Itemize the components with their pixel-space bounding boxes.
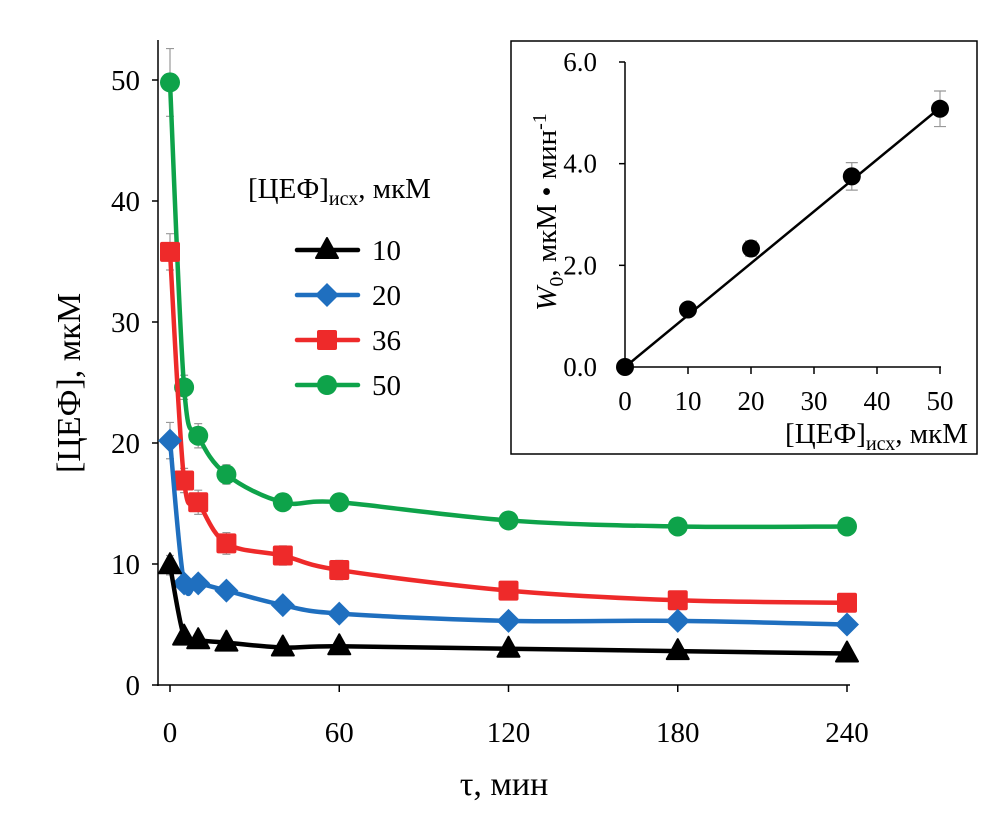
data-point: [272, 545, 293, 566]
inset-data-point: [679, 300, 697, 319]
data-point: [272, 492, 293, 513]
data-point: [270, 634, 295, 657]
data-point: [186, 627, 211, 650]
y-tick-label: 0: [126, 670, 141, 702]
data-point: [158, 552, 182, 575]
legend-label: 20: [372, 280, 401, 312]
inset-y-axis-label: W0, мкМ • мин-1: [529, 113, 568, 311]
y-tick-label: 30: [111, 307, 140, 339]
data-point: [498, 510, 519, 531]
x-tick-label: 0: [163, 717, 178, 749]
data-point: [665, 608, 690, 633]
data-point: [327, 601, 352, 626]
inset-y-tick-label: 2.0: [563, 250, 597, 280]
legend-item-20: 20: [294, 280, 401, 312]
data-point: [270, 593, 295, 618]
inset-y-tick-label: 6.0: [563, 47, 597, 77]
data-point: [667, 516, 688, 537]
inset-x-axis-label: [ЦЕФ]исх, мкМ: [785, 418, 968, 455]
y-tick-label: 50: [111, 65, 140, 97]
data-point: [327, 633, 352, 656]
data-point: [188, 425, 209, 446]
data-point: [160, 72, 180, 93]
data-point: [329, 560, 350, 581]
series-36: [160, 233, 857, 613]
legend-item-36: 36: [294, 325, 401, 357]
data-point: [216, 464, 237, 485]
data-point: [214, 578, 239, 603]
legend-marker: [315, 283, 339, 307]
data-point: [667, 590, 688, 611]
series-50: [160, 47, 857, 537]
inset-x-tick-label: 50: [927, 386, 954, 416]
y-tick-label: 10: [111, 549, 140, 581]
inset-y-tick-label: 4.0: [563, 149, 597, 179]
x-tick-label: 60: [325, 717, 354, 749]
legend-label: 10: [372, 235, 401, 267]
legend-marker: [315, 237, 339, 259]
inset-y-tick-label: 0.0: [563, 352, 597, 382]
inset-x-tick-label: 0: [618, 386, 632, 416]
inset-x-tick-label: 30: [801, 386, 828, 416]
legend-item-10: 10: [294, 235, 401, 267]
legend-label: 50: [372, 370, 401, 402]
data-point: [172, 623, 197, 646]
legend-marker: [317, 330, 337, 350]
data-point: [172, 571, 197, 596]
inset-x-tick-label: 10: [675, 386, 702, 416]
data-point: [329, 492, 350, 513]
data-point: [188, 492, 209, 513]
inset-plot: 0.0 2.0 4.0 6.0 0 10 20 30 40 50[ЦЕФ]исх, мкМ W0, …: [510, 40, 978, 455]
y-axis-label: [ЦЕФ], мкМ: [51, 293, 88, 473]
data-point: [837, 516, 857, 537]
inset-data-point: [742, 239, 760, 258]
legend-title: [ЦЕФ]исх, мкМ: [248, 173, 431, 210]
data-point: [174, 470, 195, 491]
data-point: [665, 638, 690, 661]
inset-data-point: [842, 167, 861, 186]
data-point: [214, 629, 239, 652]
data-point: [496, 635, 521, 658]
y-tick-label: 20: [111, 428, 140, 460]
inset-data-point: [616, 358, 634, 376]
main-plot: 0 10 20 30 40 50 0 60 120 180 240 [ЦЕФ]исх, мкМ 10 20…: [111, 40, 869, 749]
trendline: [624, 106, 941, 368]
data-point: [186, 571, 211, 596]
x-axis-label: τ, мин: [460, 766, 549, 803]
inset-data-point: [931, 99, 949, 118]
data-point: [837, 592, 857, 613]
data-point: [160, 241, 180, 262]
data-point: [835, 612, 859, 637]
x-tick-label: 240: [825, 717, 869, 749]
inset-x-tick-label: 40: [864, 386, 891, 416]
series-20: [158, 421, 859, 637]
legend-item-50: 50: [294, 370, 401, 402]
x-tick-label: 180: [656, 717, 700, 749]
legend-marker: [317, 375, 337, 395]
data-point: [496, 608, 521, 633]
series-10: [158, 552, 859, 663]
x-tick-label: 120: [487, 717, 531, 749]
data-point: [835, 640, 859, 663]
data-point: [158, 428, 182, 453]
inset-x-tick-label: 20: [738, 386, 765, 416]
legend-label: 36: [372, 325, 401, 357]
data-point: [498, 580, 519, 601]
data-point: [216, 533, 237, 554]
y-tick-label: 40: [111, 186, 140, 218]
